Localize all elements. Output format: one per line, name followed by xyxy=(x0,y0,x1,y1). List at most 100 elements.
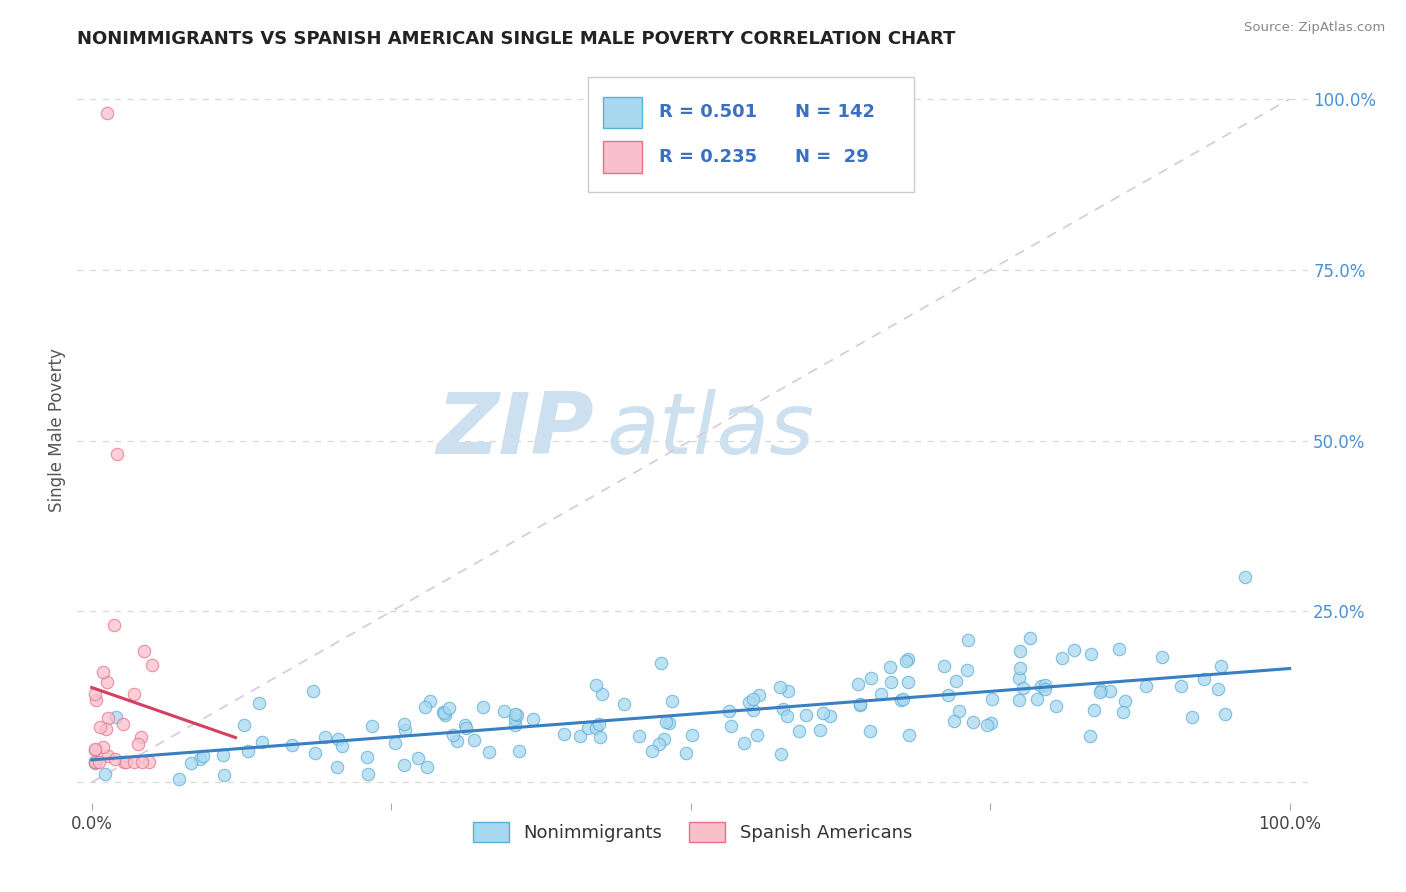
Point xyxy=(394,758,416,772)
Point xyxy=(553,727,575,741)
Point xyxy=(1063,643,1085,657)
Point xyxy=(506,708,529,723)
Point xyxy=(415,700,437,714)
Point xyxy=(212,748,235,763)
Text: ZIP: ZIP xyxy=(436,389,595,472)
Point xyxy=(1170,679,1192,693)
Legend: Nonimmigrants, Spanish Americans: Nonimmigrants, Spanish Americans xyxy=(465,814,920,850)
Point xyxy=(769,680,792,694)
Point xyxy=(641,744,664,758)
Point xyxy=(129,731,152,745)
Point xyxy=(1194,672,1216,686)
Point xyxy=(94,767,117,781)
Point xyxy=(179,756,201,770)
Point xyxy=(314,730,336,744)
Point xyxy=(247,697,270,711)
Point xyxy=(1088,685,1111,699)
Point xyxy=(652,731,675,746)
Point xyxy=(236,743,259,757)
Point xyxy=(794,708,817,723)
Point xyxy=(896,675,918,690)
Point xyxy=(1083,703,1105,717)
Point xyxy=(742,692,765,706)
Point xyxy=(846,676,869,690)
Point xyxy=(89,755,111,769)
Point xyxy=(250,735,273,749)
Point xyxy=(585,678,607,692)
Point xyxy=(661,694,683,708)
Point xyxy=(503,706,526,721)
Bar xyxy=(603,96,643,128)
Point xyxy=(104,752,127,766)
Point xyxy=(357,767,380,781)
Point xyxy=(897,651,920,665)
Point xyxy=(849,698,872,712)
Point xyxy=(956,632,979,647)
Point xyxy=(1019,632,1042,646)
Point xyxy=(891,692,914,706)
Point xyxy=(505,717,527,731)
Point xyxy=(1007,693,1029,707)
Point xyxy=(849,697,872,711)
Point xyxy=(463,732,485,747)
Bar xyxy=(603,142,643,173)
Point xyxy=(103,617,125,632)
Point xyxy=(981,691,1004,706)
Point xyxy=(1098,683,1121,698)
Point xyxy=(131,755,153,769)
Point xyxy=(976,718,998,732)
Point xyxy=(1012,681,1035,695)
Point xyxy=(738,695,761,709)
Point xyxy=(446,733,468,747)
Point xyxy=(193,748,215,763)
Point xyxy=(89,720,111,734)
Point xyxy=(433,706,456,721)
Point xyxy=(361,719,384,733)
Point xyxy=(880,675,903,690)
Point xyxy=(454,718,477,732)
Text: R = 0.235: R = 0.235 xyxy=(659,148,758,166)
Point xyxy=(214,768,236,782)
Point xyxy=(776,708,799,723)
Point xyxy=(894,654,917,668)
Point xyxy=(122,687,145,701)
Point xyxy=(1045,698,1067,713)
Point xyxy=(115,755,138,769)
Point xyxy=(733,736,755,750)
Point xyxy=(859,723,882,738)
Point xyxy=(84,755,107,769)
Point xyxy=(647,737,669,751)
Point xyxy=(454,721,477,735)
Point xyxy=(890,693,912,707)
Point xyxy=(956,663,979,677)
Point xyxy=(1029,679,1052,693)
Point xyxy=(1050,650,1073,665)
Point xyxy=(356,750,378,764)
Point xyxy=(439,701,461,715)
Point xyxy=(1035,678,1057,692)
Point xyxy=(84,756,107,770)
Point xyxy=(948,705,970,719)
Point xyxy=(745,728,768,742)
Text: atlas: atlas xyxy=(606,389,814,472)
Point xyxy=(1150,650,1173,665)
Point xyxy=(522,712,544,726)
Point xyxy=(471,699,494,714)
Point xyxy=(681,727,703,741)
Point xyxy=(808,723,831,737)
Point xyxy=(1080,648,1102,662)
Point xyxy=(132,644,155,658)
Point xyxy=(613,697,636,711)
Point xyxy=(478,745,501,759)
Point xyxy=(406,751,429,765)
Point xyxy=(419,694,441,708)
Point xyxy=(138,755,160,769)
Text: NONIMMIGRANTS VS SPANISH AMERICAN SINGLE MALE POVERTY CORRELATION CHART: NONIMMIGRANTS VS SPANISH AMERICAN SINGLE… xyxy=(77,30,956,48)
Point xyxy=(742,703,765,717)
Point xyxy=(778,684,800,698)
Point xyxy=(416,759,439,773)
Point xyxy=(675,746,697,760)
Point xyxy=(720,719,742,733)
Point xyxy=(962,715,984,730)
Point xyxy=(655,715,678,730)
